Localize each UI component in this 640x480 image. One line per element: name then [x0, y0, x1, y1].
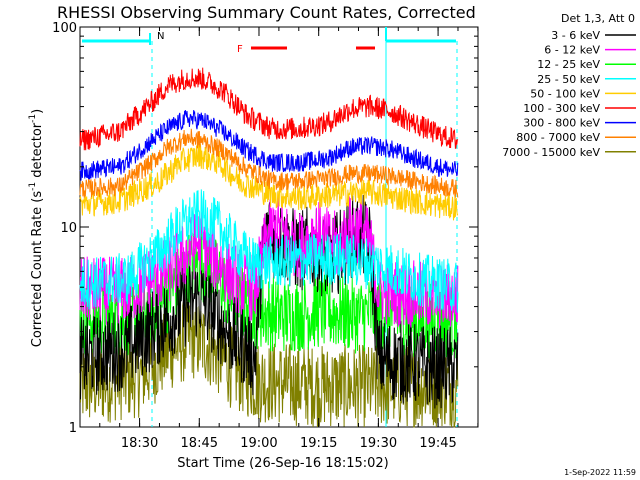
x-tick-label: 19:30	[360, 436, 397, 451]
legend-label: 100 - 300 keV	[523, 102, 600, 115]
legend-label: 25 - 50 keV	[537, 73, 600, 86]
legend-label: 7000 - 15000 keV	[502, 146, 600, 159]
y-axis-label-main: Corrected Count Rate (s	[30, 191, 45, 348]
x-tick-label: 19:45	[419, 436, 456, 451]
y-axis-label-sup1: -1	[28, 182, 38, 191]
timestamp: 1-Sep-2022 11:59	[564, 468, 636, 477]
series-line-100-300kev	[79, 67, 459, 151]
x-axis-label: Start Time (26-Sep-16 18:15:02)	[177, 456, 388, 471]
series-line-25-50kev	[79, 189, 459, 313]
y-tick-label: 1	[69, 421, 77, 436]
legend-label: 300 - 800 keV	[523, 117, 600, 130]
series-layer	[79, 67, 459, 428]
x-tick-label: 19:00	[240, 436, 277, 451]
legend-label: 6 - 12 keV	[544, 44, 600, 57]
y-axis-label: Corrected Count Rate (s-1 detector-1)	[28, 109, 45, 347]
y-axis-label-sup2: -1	[28, 114, 38, 123]
series-line-50-100kev	[79, 142, 459, 221]
chart-title: RHESSI Observing Summary Count Rates, Co…	[57, 3, 476, 22]
legend-title: Det 1,3, Att 0	[561, 12, 635, 25]
y-tick-label: 100	[52, 21, 77, 36]
y-tick-label: 10	[60, 221, 77, 236]
x-tick-label: 18:30	[121, 436, 158, 451]
legend-label: 12 - 25 keV	[537, 58, 600, 71]
axis-layer: 18:30 18:45 19:00 19:15 19:30 19:45 1 10 100	[52, 21, 479, 451]
y-axis-label-end: )	[30, 109, 45, 114]
legend-label: 50 - 100 keV	[530, 87, 600, 100]
series-line-300-800kev	[79, 110, 459, 181]
legend-label: 800 - 7000 keV	[516, 131, 600, 144]
y-axis-label-mid: detector	[30, 122, 45, 182]
flare-flag-label: F	[237, 44, 243, 55]
night-flag-label: N	[157, 31, 164, 42]
legend-label: 3 - 6 keV	[551, 29, 600, 42]
series-line-800-7000kev	[79, 128, 459, 198]
x-tick-label: 19:15	[300, 436, 337, 451]
x-tick-label: 18:45	[181, 436, 218, 451]
